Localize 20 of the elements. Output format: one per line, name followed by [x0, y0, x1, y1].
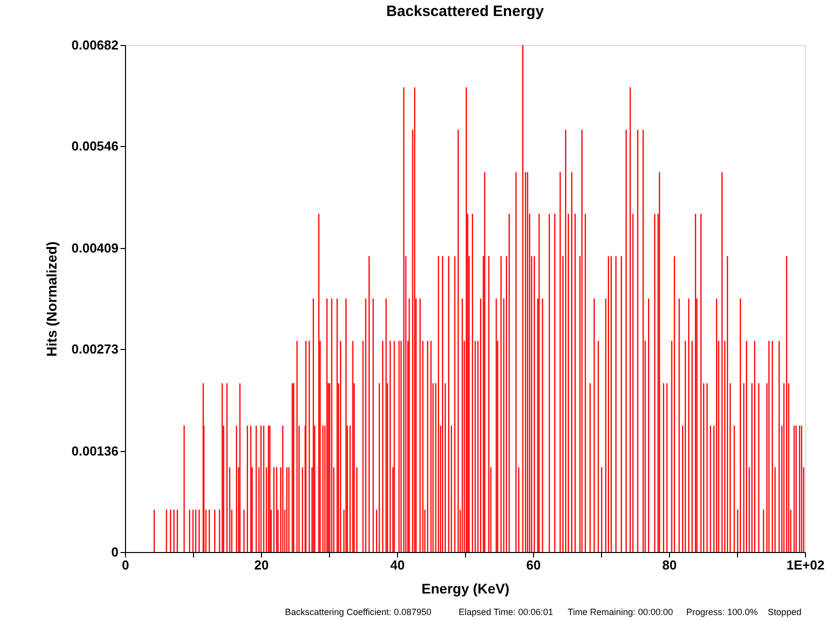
x-tick-label: 1E+02	[786, 558, 824, 572]
x-tick-label: 20	[254, 558, 269, 572]
y-tick-label: 0.00273	[72, 342, 118, 357]
text: Stopped	[768, 607, 802, 617]
y-axis-title: Hits (Normalized)	[44, 241, 60, 357]
x-axis-title: Energy (KeV)	[422, 580, 510, 596]
y-tick-label: 0.00409	[72, 240, 118, 256]
x-tick-label: 0	[122, 558, 130, 572]
text: Backscattering Coefficient: 0.087950	[285, 607, 432, 617]
y-tick-label: 0	[111, 544, 118, 560]
y-tick-label: 0.00682	[72, 38, 118, 52]
chart-title: Backscattered Energy	[386, 3, 544, 20]
text: Progress: 100.0%	[686, 607, 758, 617]
y-tick-label: 0.00546	[72, 138, 118, 154]
y-tick-label: 0.00136	[72, 443, 118, 458]
x-tick-label: 80	[662, 558, 677, 572]
x-tick-label: 40	[390, 558, 405, 572]
text: Time Remaining: 00:00:00	[568, 607, 674, 617]
x-tick-label: 60	[526, 558, 541, 572]
text: Elapsed Time: 00:06:01	[458, 607, 554, 617]
